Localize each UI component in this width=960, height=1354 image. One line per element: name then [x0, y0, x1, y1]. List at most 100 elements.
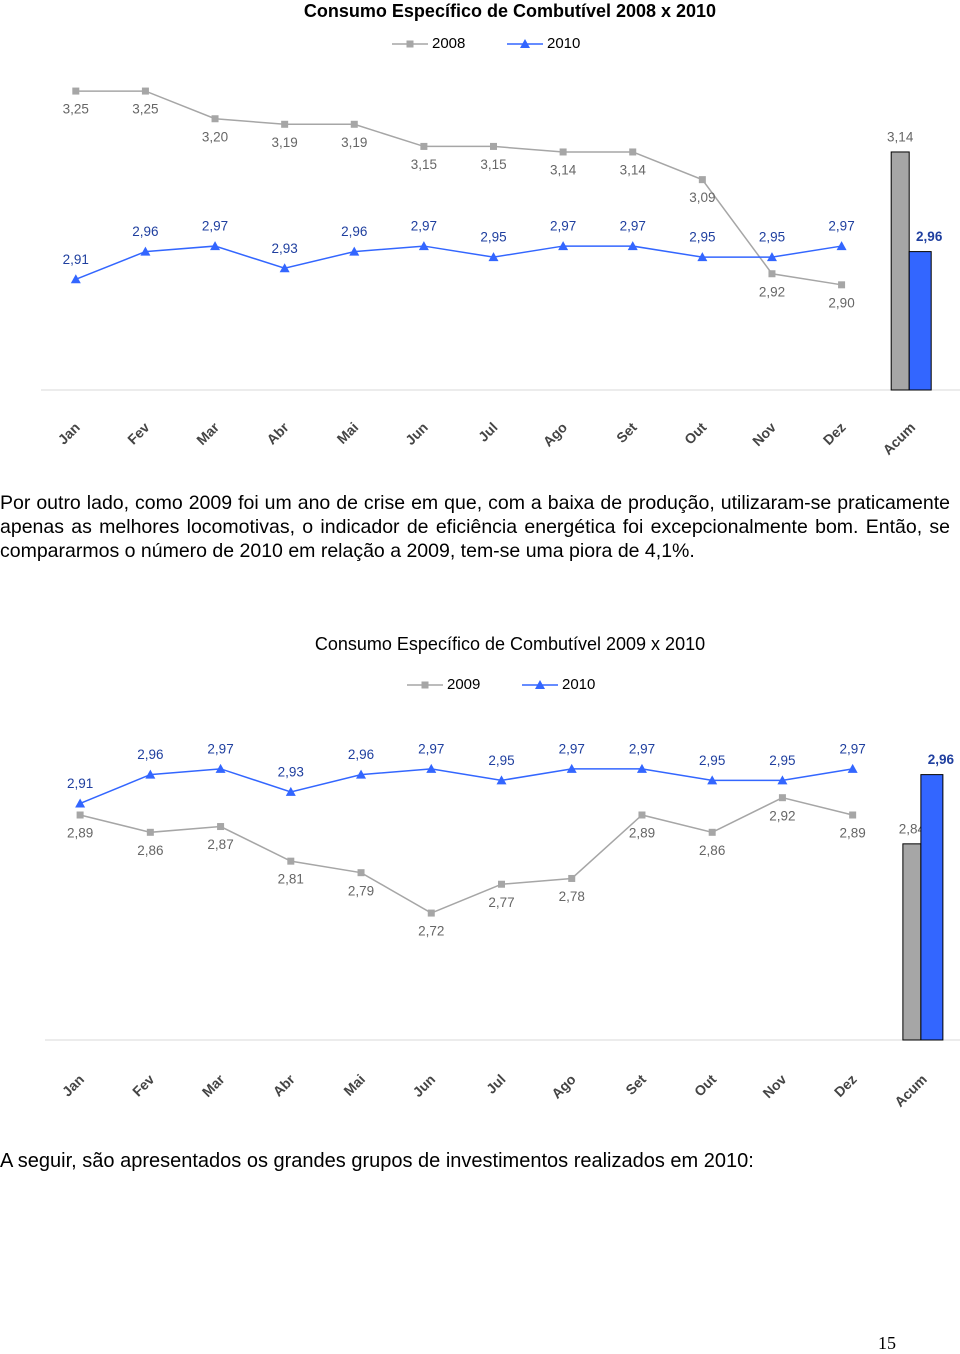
x-tick-label: Ago — [540, 419, 571, 450]
marker — [535, 680, 545, 689]
value-label: 3,15 — [480, 157, 506, 172]
marker — [75, 798, 86, 808]
value-label: 2,89 — [629, 826, 655, 841]
value-label: 3,20 — [202, 129, 228, 144]
bar — [890, 151, 910, 391]
marker — [70, 274, 81, 284]
marker — [708, 828, 716, 836]
value-label: 2,97 — [550, 219, 576, 234]
chart-title: Consumo Específico de Combutível 2008 x … — [304, 1, 716, 21]
value-label: 3,25 — [132, 102, 158, 117]
value-label: 2,95 — [769, 753, 795, 768]
marker — [287, 857, 295, 865]
marker — [141, 87, 149, 95]
value-label: 3,14 — [550, 163, 577, 178]
value-label: 3,09 — [689, 190, 715, 205]
marker — [777, 775, 788, 785]
marker — [698, 176, 706, 184]
x-tick-label: Jul — [475, 419, 501, 445]
page-number: 15 — [878, 1333, 896, 1353]
marker — [146, 828, 154, 836]
marker — [211, 115, 219, 123]
value-label: 2,96 — [137, 747, 163, 762]
marker — [838, 281, 846, 289]
x-tick-label: Out — [681, 419, 710, 448]
value-label: 3,19 — [272, 135, 298, 150]
marker — [215, 763, 226, 773]
paragraph: Por outro lado, como 2009 foi um ano de … — [0, 492, 950, 562]
value-label: 2,89 — [67, 826, 93, 841]
value-label: 2,96 — [916, 229, 943, 244]
value-label: 2,81 — [278, 872, 304, 887]
marker — [418, 241, 429, 251]
value-label: 2,96 — [341, 224, 367, 239]
value-label: 2,79 — [348, 883, 374, 898]
x-tick-label: Nov — [749, 419, 779, 449]
marker — [420, 142, 428, 150]
marker — [627, 241, 638, 251]
value-label: 2,86 — [137, 843, 163, 858]
value-label: 2,93 — [278, 764, 304, 779]
x-tick-label: Acum — [891, 1071, 930, 1110]
value-label: 2,90 — [828, 295, 854, 310]
value-label: 2,77 — [488, 895, 514, 910]
x-tick-label: Set — [622, 1071, 649, 1098]
value-label: 2,78 — [559, 889, 585, 904]
marker — [356, 769, 367, 779]
marker — [350, 120, 358, 128]
value-label: 2,95 — [699, 753, 725, 768]
value-label: 2,95 — [759, 230, 785, 245]
value-label: 3,19 — [341, 135, 367, 150]
x-tick-label: Acum — [879, 419, 918, 458]
x-tick-label: Mai — [334, 419, 362, 447]
x-tick-label: Fev — [129, 1071, 158, 1100]
marker — [707, 775, 718, 785]
line — [75, 245, 842, 280]
marker — [697, 252, 708, 262]
x-tick-label: Jan — [59, 1071, 87, 1099]
value-label: 2,72 — [418, 924, 444, 939]
value-label: 2,93 — [272, 241, 298, 256]
marker — [349, 246, 360, 256]
x-tick-label: Dez — [820, 419, 849, 448]
value-label: 2,95 — [488, 753, 514, 768]
legend-label: 2008 — [432, 35, 465, 52]
line — [79, 768, 853, 805]
value-label: 2,97 — [629, 741, 655, 756]
value-label: 3,25 — [63, 102, 89, 117]
value-label: 3,14 — [887, 130, 914, 145]
x-tick-label: Jun — [409, 1071, 438, 1100]
x-tick-label: Set — [613, 419, 640, 446]
marker — [421, 681, 429, 689]
marker — [847, 763, 858, 773]
value-label: 2,84 — [899, 821, 926, 836]
x-tick-label: Mar — [199, 1071, 228, 1100]
value-label: 2,97 — [202, 219, 228, 234]
value-label: 2,89 — [840, 826, 866, 841]
bar — [902, 843, 922, 1041]
value-label: 2,91 — [67, 776, 93, 791]
value-label: 2,95 — [480, 230, 506, 245]
bar — [908, 251, 932, 391]
x-tick-label: Jul — [483, 1071, 509, 1097]
marker — [72, 87, 80, 95]
marker — [568, 874, 576, 882]
x-tick-label: Jan — [55, 419, 83, 447]
marker — [768, 270, 776, 278]
marker — [778, 794, 786, 802]
marker — [849, 811, 857, 819]
marker — [406, 40, 414, 48]
x-tick-label: Jun — [402, 419, 431, 448]
marker — [427, 909, 435, 917]
marker — [559, 148, 567, 156]
value-label: 2,97 — [207, 741, 233, 756]
x-tick-label: Abr — [270, 1071, 299, 1100]
marker — [145, 769, 156, 779]
marker — [210, 241, 221, 251]
marker — [636, 763, 647, 773]
marker — [629, 148, 637, 156]
value-label: 2,97 — [840, 741, 866, 756]
marker — [357, 869, 365, 877]
value-label: 2,92 — [769, 808, 795, 823]
